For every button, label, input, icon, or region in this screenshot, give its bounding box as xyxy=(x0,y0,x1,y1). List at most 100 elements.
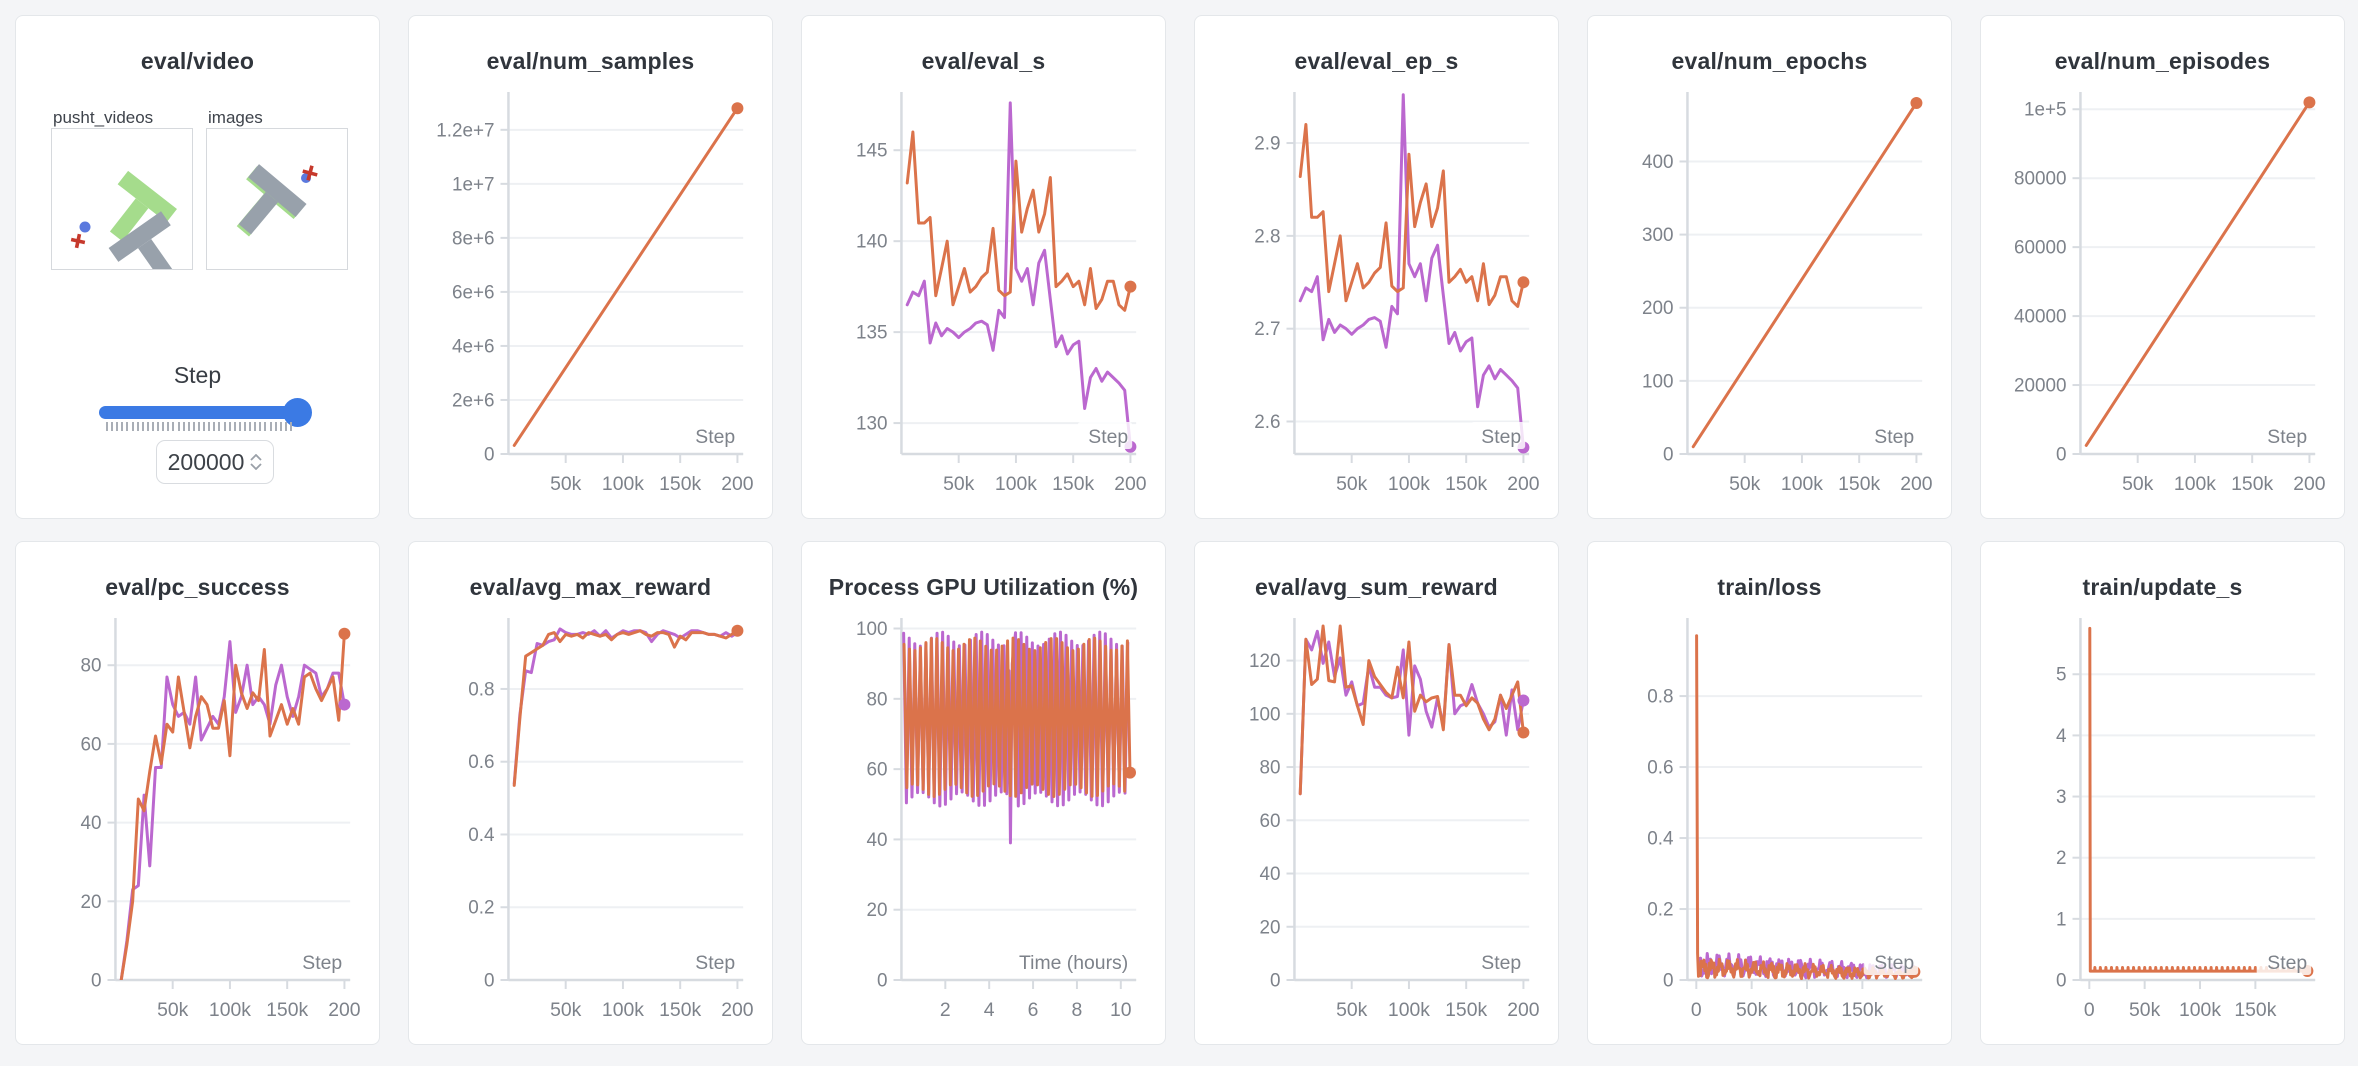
chart-plot-area[interactable]: 2.6 2.7 2.8 2.9 50k 100k 150k 200 Step xyxy=(1195,72,1558,519)
svg-text:6e+6: 6e+6 xyxy=(452,282,495,303)
svg-text:100k: 100k xyxy=(602,999,644,1021)
svg-text:50k: 50k xyxy=(1736,999,1768,1021)
svg-text:20: 20 xyxy=(81,892,102,913)
svg-text:60000: 60000 xyxy=(2014,238,2067,259)
svg-text:0: 0 xyxy=(484,444,495,465)
x-axis-label: Step xyxy=(1481,952,1521,974)
svg-text:40: 40 xyxy=(81,813,102,834)
svg-text:50k: 50k xyxy=(550,999,582,1021)
step-slider[interactable] xyxy=(99,398,312,427)
chart-title: eval/num_samples xyxy=(486,48,695,74)
svg-text:150k: 150k xyxy=(1841,999,1883,1021)
video-thumbnail-pusht[interactable] xyxy=(51,128,193,281)
chart-plot-area[interactable]: 130 135 140 145 50k 100k 150k 200 Step xyxy=(802,72,1165,519)
svg-text:2e+6: 2e+6 xyxy=(452,390,495,411)
chart-title: eval/eval_ep_s xyxy=(1294,48,1459,74)
svg-text:200: 200 xyxy=(1642,298,1674,319)
x-axis-label: Step xyxy=(2267,952,2307,974)
svg-text:1e+7: 1e+7 xyxy=(452,174,495,195)
svg-text:130: 130 xyxy=(856,414,888,435)
svg-text:0.8: 0.8 xyxy=(468,679,494,700)
svg-text:2: 2 xyxy=(2056,848,2067,869)
svg-text:2.6: 2.6 xyxy=(1254,412,1280,433)
svg-text:2.7: 2.7 xyxy=(1254,319,1280,340)
svg-text:40: 40 xyxy=(1260,864,1281,885)
chart-title: train/loss xyxy=(1717,574,1822,600)
image-thumbnail[interactable] xyxy=(206,128,348,270)
svg-text:100k: 100k xyxy=(1388,473,1430,495)
chart-plot-area[interactable]: 0 20000 40000 60000 80000 1e+5 50k 100k 150k 200 S… xyxy=(1981,72,2344,519)
chevron-down-icon[interactable] xyxy=(250,463,263,470)
chart-panel-eval-pc-success: eval/pc_success 0 20 40 60 80 50k 100k 150k 200 S… xyxy=(15,541,380,1045)
svg-text:145: 145 xyxy=(856,141,888,162)
step-input-spinner[interactable] xyxy=(250,454,263,470)
chart-plot-area[interactable]: 0 2e+6 4e+6 6e+6 8e+6 1e+7 1.2e+7 50k 100k 150k 20… xyxy=(409,72,772,519)
chart-plot-area[interactable]: 0 20 40 60 80 100 120 50k 100k 150k 200 Step xyxy=(1195,598,1558,1045)
svg-text:300: 300 xyxy=(1642,225,1674,246)
chart-plot-area[interactable]: 0 20 40 60 80 100 2 4 6 8 10 Time (hours) xyxy=(802,598,1165,1045)
svg-text:80: 80 xyxy=(867,689,888,710)
chart-plot-area[interactable]: 0 0.2 0.4 0.6 0.8 50k 100k 150k 200 Step xyxy=(409,598,772,1045)
pusht-image-icon xyxy=(236,164,318,237)
svg-text:0.2: 0.2 xyxy=(1647,899,1673,920)
chart-panel-eval-avg-max-reward: eval/avg_max_reward 0 0.2 0.4 0.6 0.8 50k 100k… xyxy=(408,541,773,1045)
chart-panel-eval-eval-s: eval/eval_s 130 135 140 145 50k 100k 150k 200 St… xyxy=(801,15,1166,519)
step-input[interactable]: 200000 xyxy=(156,440,274,484)
svg-text:400: 400 xyxy=(1642,152,1674,173)
svg-text:3: 3 xyxy=(2056,787,2067,808)
svg-text:4: 4 xyxy=(984,999,995,1021)
svg-text:50k: 50k xyxy=(1336,473,1368,495)
svg-text:80: 80 xyxy=(1260,758,1281,779)
svg-text:0: 0 xyxy=(484,970,495,991)
chart-plot-area[interactable]: 0 100 200 300 400 50k 100k 150k 200 Step xyxy=(1588,72,1951,519)
svg-text:140: 140 xyxy=(856,232,888,253)
pusht-scene-icon xyxy=(70,170,177,281)
chevron-up-icon[interactable] xyxy=(250,454,263,461)
svg-text:80000: 80000 xyxy=(2014,169,2067,190)
x-axis-label: Step xyxy=(695,426,735,448)
panel-title: eval/video xyxy=(140,48,255,74)
svg-text:2.8: 2.8 xyxy=(1254,226,1280,247)
svg-text:100k: 100k xyxy=(209,999,251,1021)
svg-text:100k: 100k xyxy=(995,473,1037,495)
svg-text:50k: 50k xyxy=(2129,999,2161,1021)
chart-plot-area[interactable]: 0 0.2 0.4 0.6 0.8 0 50k 100k 150k Step xyxy=(1588,598,1951,1045)
step-input-value[interactable]: 200000 xyxy=(167,448,245,475)
chart-panel-eval-num-samples: eval/num_samples 0 2e+6 4e+6 6e+6 8e+6 1e+7 1.… xyxy=(408,15,773,519)
x-axis-label: Step xyxy=(2267,426,2307,448)
svg-text:0: 0 xyxy=(2084,999,2095,1021)
chart-panel-train-update-s: train/update_s 0 1 2 3 4 5 0 50k 100k 150k Step xyxy=(1980,541,2345,1045)
svg-text:200: 200 xyxy=(1507,473,1540,495)
svg-text:0: 0 xyxy=(91,970,102,991)
svg-text:200: 200 xyxy=(721,473,754,495)
svg-text:150k: 150k xyxy=(659,999,701,1021)
svg-text:40: 40 xyxy=(867,830,888,851)
chart-title: eval/num_episodes xyxy=(2054,48,2271,74)
svg-text:4e+6: 4e+6 xyxy=(452,336,495,357)
svg-text:8: 8 xyxy=(1072,999,1083,1021)
chart-plot-area[interactable]: 0 1 2 3 4 5 0 50k 100k 150k Step xyxy=(1981,598,2344,1045)
media-label-images: images xyxy=(208,108,263,127)
step-slider-knob[interactable] xyxy=(283,398,312,427)
svg-text:100k: 100k xyxy=(1786,999,1828,1021)
chart-panel-process-gpu-utilization-: Process GPU Utilization (%) 0 20 40 60 80 100… xyxy=(801,541,1166,1045)
x-axis-label: Step xyxy=(1481,426,1521,448)
svg-text:50k: 50k xyxy=(943,473,975,495)
chart-title: eval/num_epochs xyxy=(1671,48,1868,74)
svg-text:60: 60 xyxy=(81,734,102,755)
x-axis-label: Step xyxy=(1874,426,1914,448)
svg-text:2: 2 xyxy=(940,999,951,1021)
svg-text:100k: 100k xyxy=(2174,473,2216,495)
svg-text:150k: 150k xyxy=(659,473,701,495)
x-axis-label: Step xyxy=(302,952,342,974)
svg-text:50k: 50k xyxy=(157,999,189,1021)
svg-text:100k: 100k xyxy=(1781,473,1823,495)
svg-text:0: 0 xyxy=(1270,970,1281,991)
svg-text:150k: 150k xyxy=(2234,999,2276,1021)
chart-plot-area[interactable]: 0 20 40 60 80 50k 100k 150k 200 Step xyxy=(16,598,379,1045)
svg-text:2.9: 2.9 xyxy=(1254,134,1280,155)
svg-text:200: 200 xyxy=(1900,473,1933,495)
svg-text:0.2: 0.2 xyxy=(468,898,494,919)
svg-text:50k: 50k xyxy=(1729,473,1761,495)
